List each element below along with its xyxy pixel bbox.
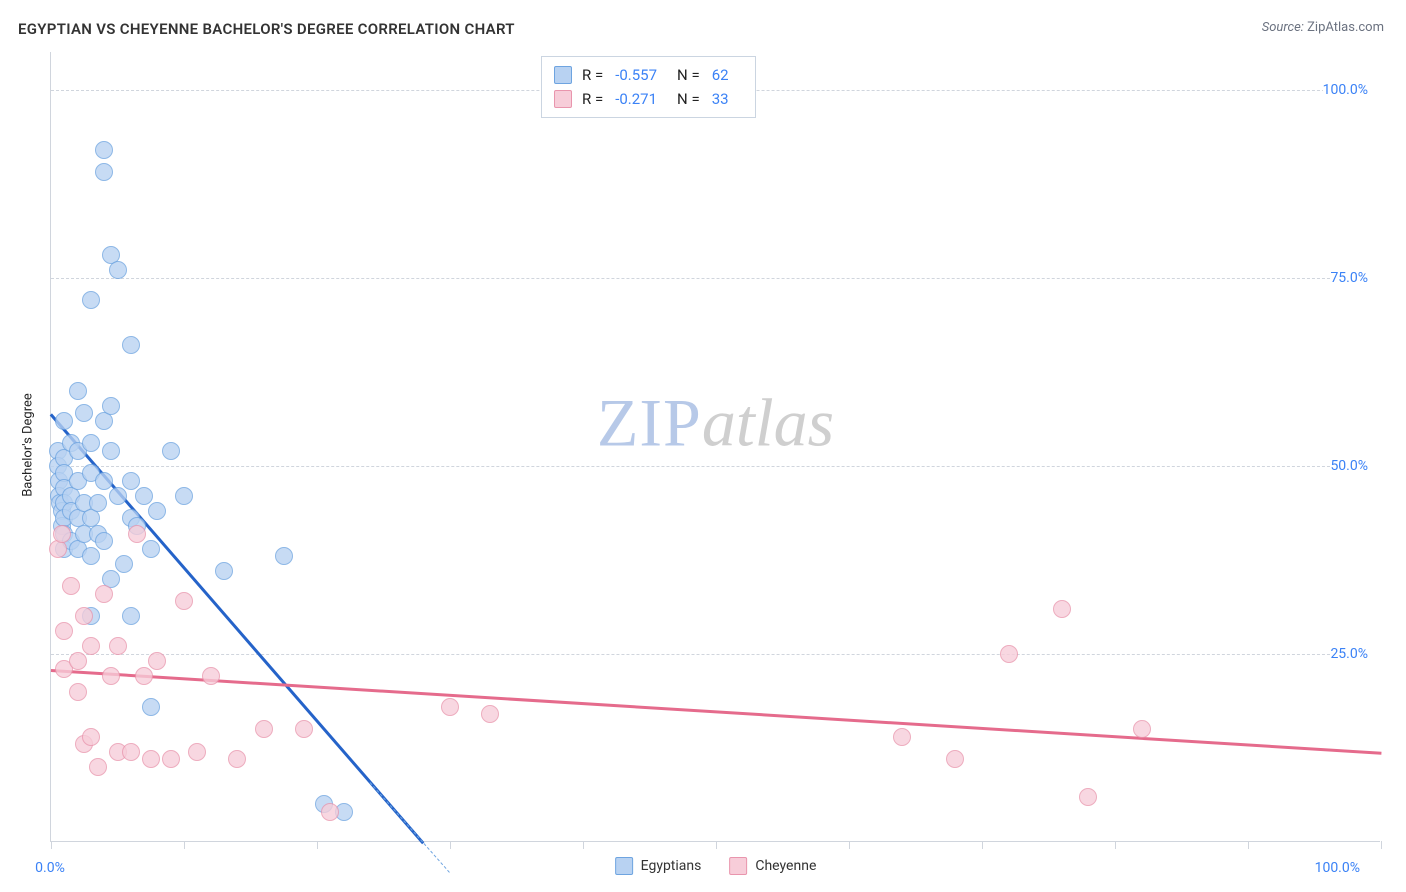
x-tick (450, 841, 451, 849)
y-tick-label: 75.0% (1330, 270, 1382, 286)
data-point (102, 397, 120, 415)
legend-row: R =-0.557N =62 (554, 63, 739, 87)
data-point (148, 502, 166, 520)
data-point (321, 803, 339, 821)
data-point (122, 472, 140, 490)
data-point (89, 494, 107, 512)
chart-title: EGYPTIAN VS CHEYENNE BACHELOR'S DEGREE C… (18, 20, 515, 38)
x-tick (184, 841, 185, 849)
data-point (82, 547, 100, 565)
data-point (69, 683, 87, 701)
data-point (255, 720, 273, 738)
x-tick (583, 841, 584, 849)
data-point (1133, 720, 1151, 738)
data-point (1000, 645, 1018, 663)
legend-item: Egyptians (615, 857, 702, 875)
x-tick (849, 841, 850, 849)
data-point (228, 750, 246, 768)
data-point (95, 163, 113, 181)
x-tick (716, 841, 717, 849)
data-point (102, 442, 120, 460)
gridline (51, 654, 1380, 655)
data-point (215, 562, 233, 580)
data-point (162, 442, 180, 460)
data-point (122, 743, 140, 761)
data-point (49, 540, 67, 558)
data-point (122, 607, 140, 625)
x-tick (982, 841, 983, 849)
data-point (295, 720, 313, 738)
data-point (69, 652, 87, 670)
data-point (148, 652, 166, 670)
data-point (481, 705, 499, 723)
data-point (188, 743, 206, 761)
y-tick-label: 50.0% (1330, 458, 1382, 474)
data-point (128, 525, 146, 543)
x-tick (317, 841, 318, 849)
data-point (142, 698, 160, 716)
data-point (122, 336, 140, 354)
data-point (82, 291, 100, 309)
legend-row: R =-0.271N =33 (554, 87, 739, 111)
data-point (55, 412, 73, 430)
data-point (69, 382, 87, 400)
legend-swatch (554, 66, 572, 84)
data-point (82, 728, 100, 746)
series-legend: Egyptians Cheyenne (615, 857, 817, 875)
x-tick (1248, 841, 1249, 849)
trend-line (51, 669, 1381, 754)
data-point (95, 141, 113, 159)
trend-line-extrapolation (370, 782, 451, 873)
data-point (1053, 600, 1071, 618)
data-point (109, 637, 127, 655)
data-point (142, 750, 160, 768)
data-point (82, 637, 100, 655)
data-point (53, 525, 71, 543)
data-point (95, 532, 113, 550)
data-point (102, 667, 120, 685)
data-point (75, 404, 93, 422)
legend-swatch (729, 857, 747, 875)
legend-swatch (615, 857, 633, 875)
x-tick (1115, 841, 1116, 849)
x-tick (51, 841, 52, 849)
data-point (95, 472, 113, 490)
data-point (95, 585, 113, 603)
data-point (162, 750, 180, 768)
x-tick (1381, 841, 1382, 849)
data-point (62, 577, 80, 595)
x-axis-max-label: 100.0% (1315, 860, 1360, 876)
data-point (1079, 788, 1097, 806)
data-point (55, 622, 73, 640)
data-point (115, 555, 133, 573)
gridline (51, 466, 1380, 467)
y-tick-label: 25.0% (1330, 646, 1382, 662)
scatter-plot: ZIPatlas 25.0% 50.0% 75.0% 100.0% R =-0.557N… (50, 52, 1380, 842)
data-point (135, 487, 153, 505)
data-point (275, 547, 293, 565)
data-point (175, 592, 193, 610)
data-point (175, 487, 193, 505)
data-point (441, 698, 459, 716)
gridline (51, 278, 1380, 279)
source-attribution: Source: ZipAtlas.com (1262, 20, 1384, 35)
data-point (89, 758, 107, 776)
data-point (893, 728, 911, 746)
data-point (109, 261, 127, 279)
x-axis-min-label: 0.0% (35, 860, 65, 876)
data-point (202, 667, 220, 685)
correlation-legend: R =-0.557N =62R =-0.271N =33 (541, 56, 756, 118)
data-point (135, 667, 153, 685)
watermark-text: ZIPatlas (597, 383, 834, 462)
data-point (109, 487, 127, 505)
y-axis-label: Bachelor's Degree (21, 393, 36, 497)
data-point (75, 607, 93, 625)
legend-item: Cheyenne (729, 857, 816, 875)
data-point (142, 540, 160, 558)
data-point (82, 434, 100, 452)
y-tick-label: 100.0% (1323, 82, 1382, 98)
legend-swatch (554, 90, 572, 108)
data-point (946, 750, 964, 768)
